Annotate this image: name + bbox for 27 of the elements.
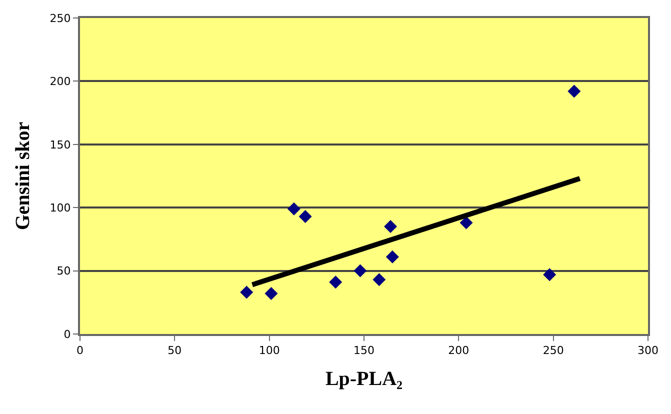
point xyxy=(240,286,254,299)
point xyxy=(372,273,386,286)
point xyxy=(460,216,473,230)
point xyxy=(354,264,367,278)
x-tick-label: 0 xyxy=(76,344,84,358)
point xyxy=(543,268,556,282)
point xyxy=(298,210,312,223)
x-tick-label: 100 xyxy=(258,344,280,358)
x-tick-label: 200 xyxy=(448,344,470,358)
point xyxy=(386,250,399,264)
y-tick-label: 0 xyxy=(64,328,71,341)
point xyxy=(384,220,398,234)
x-tick-label: 50 xyxy=(168,344,182,358)
y-axis-title: Gensini skor xyxy=(12,122,34,230)
y-tick-label: 200 xyxy=(50,75,71,88)
point xyxy=(264,287,278,300)
x-axis-title: Lp-PLA₂ xyxy=(325,368,403,390)
y-tick-label: 150 xyxy=(50,138,71,152)
point xyxy=(287,202,300,216)
x-tick-label: 250 xyxy=(542,344,564,358)
y-tick-label: 50 xyxy=(56,264,71,278)
point xyxy=(329,276,342,289)
x-tick-label: 150 xyxy=(354,344,374,358)
point xyxy=(568,84,581,98)
x-tick-label: 300 xyxy=(638,344,658,358)
y-tick-label: 100 xyxy=(50,201,71,214)
y-tick-label: 250 xyxy=(50,12,71,25)
